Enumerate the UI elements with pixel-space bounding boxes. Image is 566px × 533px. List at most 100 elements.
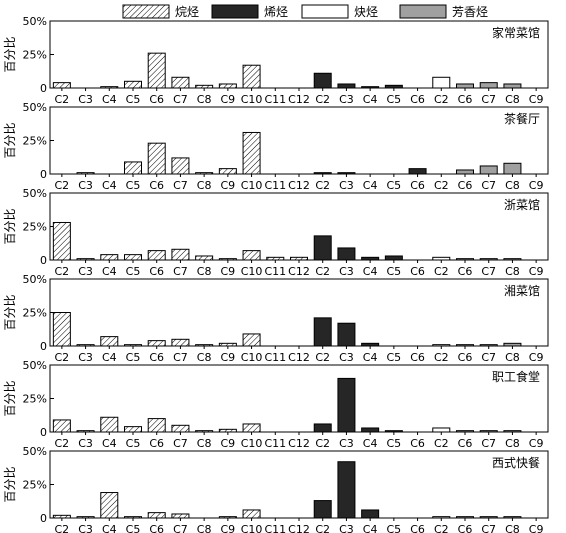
y-tick-label: 25% <box>23 307 47 320</box>
x-tick-label: C3 <box>339 437 354 450</box>
x-tick-label: C6 <box>458 523 473 533</box>
bar <box>503 516 522 519</box>
x-tick-label: C9 <box>529 93 544 106</box>
legend-swatch <box>122 4 170 19</box>
x-tick-label: C8 <box>505 179 520 192</box>
y-tick-label: 25% <box>23 221 47 234</box>
bar <box>52 312 71 347</box>
bar <box>361 509 380 519</box>
bar <box>100 336 119 347</box>
x-tick-label: C6 <box>458 351 473 364</box>
bar <box>313 72 332 89</box>
x-tick-label: C9 <box>221 351 236 364</box>
y-tick-label: 50% <box>23 359 47 372</box>
x-tick-label: C11 <box>264 351 286 364</box>
bar <box>242 423 261 433</box>
bar <box>313 500 332 519</box>
bar <box>195 430 214 433</box>
x-tick-label: C6 <box>410 179 425 192</box>
x-tick-label: C5 <box>387 351 402 364</box>
bar <box>337 377 356 433</box>
panel: 0 25% 50% 百分比 家常菜馆 C2 C3 C4 C5 C6 C7 C8 C9 C10 C11 C12 C… <box>3 15 549 106</box>
panel-frame <box>49 192 549 261</box>
bar <box>100 416 119 433</box>
x-tick-label: C5 <box>387 437 402 450</box>
bar <box>218 516 237 519</box>
bar <box>266 256 285 261</box>
x-tick-label: C3 <box>78 179 93 192</box>
x-tick-label: C3 <box>78 93 93 106</box>
bar <box>432 76 451 89</box>
y-axis-label: 百分比 <box>3 466 17 502</box>
bar <box>337 83 356 89</box>
bar <box>479 82 498 89</box>
x-tick-label: C6 <box>149 351 164 364</box>
panel-frame <box>49 278 549 347</box>
bar <box>479 430 498 433</box>
x-tick-label: C5 <box>126 437 141 450</box>
x-tick-label: C8 <box>505 351 520 364</box>
bar <box>52 419 71 433</box>
x-tick-label: C11 <box>264 523 286 533</box>
bar <box>242 64 261 89</box>
bar <box>456 258 474 261</box>
panel-title: 湘菜馆 <box>504 283 540 298</box>
x-tick-label: C3 <box>78 523 93 533</box>
bar <box>290 256 308 261</box>
x-tick-label: C5 <box>126 265 141 278</box>
x-tick-label: C8 <box>505 265 520 278</box>
panel: 0 25% 50% 百分比 湘菜馆 C2 C3 C4 C5 C6 C7 C8 C9 C10 C11 C12 C2… <box>3 273 549 364</box>
x-tick-label: C10 <box>241 93 263 106</box>
bar <box>456 516 474 519</box>
x-tick-label: C12 <box>288 523 310 533</box>
x-tick-label: C2 <box>434 437 449 450</box>
bar <box>100 86 119 89</box>
bar <box>313 172 332 175</box>
bar <box>218 168 237 175</box>
bar <box>171 513 190 519</box>
x-tick-label: C3 <box>339 93 354 106</box>
bar <box>171 76 190 89</box>
x-tick-label: C2 <box>55 265 70 278</box>
x-tick-label: C2 <box>315 265 330 278</box>
x-tick-label: C2 <box>55 93 70 106</box>
bar <box>361 427 380 433</box>
legend-swatch <box>399 4 447 19</box>
x-tick-label: C7 <box>173 265 188 278</box>
y-tick-label: 0 <box>40 340 47 353</box>
x-tick-label: C7 <box>173 437 188 450</box>
x-tick-label: C2 <box>55 437 70 450</box>
bar <box>218 83 237 89</box>
bar <box>124 161 142 175</box>
x-tick-label: C2 <box>434 523 449 533</box>
bar <box>503 83 522 89</box>
x-tick-label: C8 <box>197 265 212 278</box>
x-tick-label: C4 <box>102 437 117 450</box>
x-tick-label: C2 <box>315 93 330 106</box>
x-tick-label: C6 <box>149 93 164 106</box>
x-tick-label: C8 <box>505 437 520 450</box>
x-tick-label: C5 <box>387 523 402 533</box>
panel: 0 25% 50% 百分比 职工食堂 C2 C3 C4 C5 C6 C7 C8 C9 C10 C11 C12 C… <box>3 359 549 450</box>
y-tick-label: 50% <box>23 273 47 286</box>
x-tick-label: C4 <box>363 523 378 533</box>
x-tick-label: C3 <box>78 351 93 364</box>
x-tick-label: C12 <box>288 437 310 450</box>
bar <box>456 430 474 433</box>
bar <box>361 256 380 261</box>
x-tick-label: C6 <box>458 93 473 106</box>
y-tick-label: 25% <box>23 135 47 148</box>
panel: 0 25% 50% 百分比 浙菜馆 C2 C3 C4 C5 C6 C7 C8 C9 C10 C11 C12 C2… <box>3 187 549 278</box>
x-tick-label: C2 <box>315 437 330 450</box>
panel-title: 家常菜馆 <box>492 25 540 40</box>
x-tick-label: C3 <box>339 351 354 364</box>
bar <box>503 162 522 175</box>
x-tick-label: C9 <box>221 523 236 533</box>
y-tick-label: 25% <box>23 479 47 492</box>
x-tick-label: C5 <box>387 265 402 278</box>
panel-title: 茶餐厅 <box>504 111 540 126</box>
bar <box>76 430 95 433</box>
bar <box>384 255 403 261</box>
legend-swatch <box>301 4 349 19</box>
